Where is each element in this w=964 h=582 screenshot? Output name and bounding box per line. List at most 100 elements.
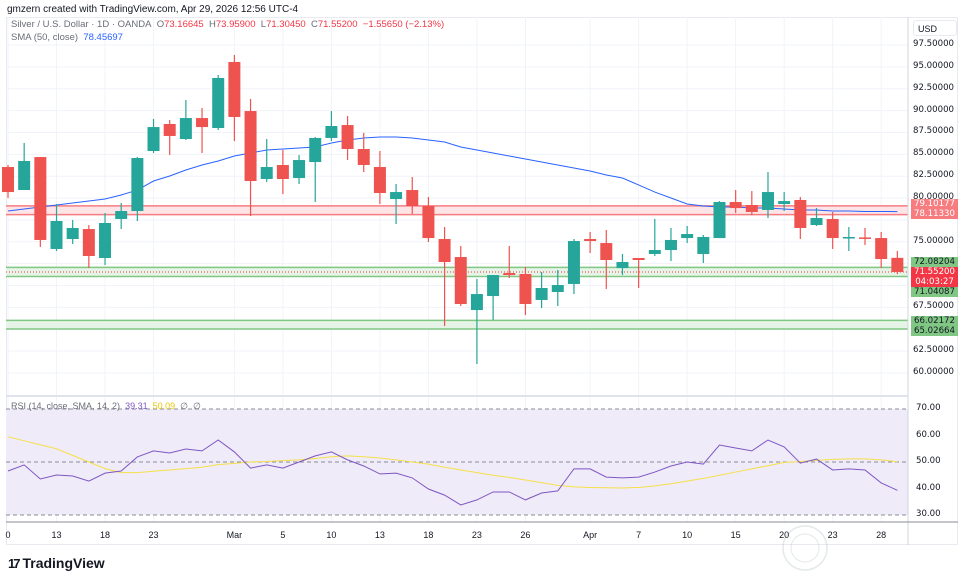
time-tick-label: 20 [779, 530, 790, 540]
candle-up [713, 202, 726, 239]
candle-down [357, 149, 370, 166]
candle-up [18, 160, 31, 191]
time-tick-label: 5 [280, 530, 286, 540]
candle-down [519, 273, 532, 304]
rsi-sma-value: 50.09 [152, 401, 176, 411]
candle-up [50, 220, 63, 249]
price-tick-label: 97.50000 [913, 39, 955, 49]
candle-down [503, 273, 516, 276]
tradingview-logo-text: TradingView [22, 555, 105, 571]
tradingview-logo[interactable]: 17 TradingView [8, 555, 105, 571]
rsi-tick-label: 30.00 [916, 509, 941, 519]
candle-down [422, 206, 435, 239]
rsi-tick-label: 70.00 [916, 403, 941, 413]
sma-value: 78.45697 [83, 32, 123, 43]
time-tick-label: 13 [374, 530, 385, 540]
symbol-legend[interactable]: Silver / U.S. Dollar · 1D · OANDA O73.16… [11, 19, 444, 30]
time-tick-label: Mar [226, 530, 243, 540]
candle-down [454, 257, 467, 304]
rsi-pane [6, 408, 908, 516]
candle-up [648, 250, 661, 254]
candle-up [551, 285, 564, 293]
candle-up [293, 160, 306, 179]
time-tick-label: Apr [583, 530, 598, 540]
price-tick-label: 75.00000 [913, 235, 955, 246]
price-tag-green-bottom-1: 71.04087 [911, 287, 958, 297]
candle-up [66, 227, 79, 240]
rsi-tick-label: 40.00 [916, 482, 941, 493]
currency-selector[interactable]: USD [913, 20, 957, 36]
rsi-tick-label: 60.00 [916, 429, 941, 440]
rsi-value: 39.31 [125, 401, 148, 411]
sma-legend[interactable]: SMA (50, close) 78.45697 [11, 32, 123, 43]
time-tick-label: 10 [326, 530, 337, 540]
candle-up [470, 294, 483, 311]
candle-down [859, 237, 872, 239]
time-tick-label: 23 [827, 530, 838, 540]
close-label: C [310, 19, 318, 30]
chart-credit: gmzern created with TradingView.com, Apr… [7, 4, 299, 15]
open-label: O [156, 19, 165, 30]
candle-up [309, 137, 322, 163]
price-tick-label: 95.00000 [913, 60, 955, 71]
price-tag-red-band-bottom: 78.11330 [911, 209, 958, 219]
candle-up [810, 218, 823, 226]
sma-label: SMA (50, close) [11, 32, 79, 43]
candle-up [664, 239, 677, 251]
candle-up [260, 167, 273, 180]
price-tick-label: 67.50000 [913, 301, 955, 312]
price-tick-label: 90.00000 [913, 104, 955, 115]
candle-up [147, 127, 160, 152]
candle-down [875, 238, 888, 260]
rsi-label: RSI (14, close, SMA, 14, 2) [11, 401, 121, 411]
candle-up [842, 236, 855, 239]
candle-down [34, 157, 47, 240]
candle-down [163, 123, 176, 136]
candle-up [697, 236, 710, 254]
change-value: −1.55650 (−2.13%) [362, 19, 445, 30]
current-price-tag: 71.55200 [911, 267, 958, 277]
rsi-tick-label: 50.00 [916, 456, 941, 466]
rsi-sma-line [7, 436, 898, 489]
time-tick-label: 28 [876, 530, 887, 540]
rsi-line [7, 439, 898, 506]
candle-down [2, 167, 14, 193]
tradingview-logo-mark: 17 [8, 555, 21, 571]
price-tick-label: 80.00000 [913, 192, 955, 203]
candle-down [228, 61, 241, 117]
price-tag-green-bottom-2: 65.02664 [911, 326, 958, 336]
candle-up [567, 241, 580, 284]
candle-up [99, 223, 112, 258]
price-tag-green-top-2: 66.02172 [911, 316, 958, 326]
price-tick-label: 62.50000 [913, 345, 955, 356]
time-tick-label: 15 [730, 530, 741, 540]
candle-up [487, 275, 500, 297]
zone-resistance [6, 205, 908, 215]
low-value: 71.30450 [266, 19, 306, 30]
price-tag-green-top-1: 72.08204 [911, 257, 958, 267]
candle-up [131, 158, 144, 212]
time-tick-label: 7 [636, 530, 642, 540]
zone-support [6, 320, 908, 330]
candle-down [745, 204, 758, 212]
candle-down [196, 118, 209, 128]
time-tick-label: 23 [471, 530, 482, 540]
candle-down [244, 111, 257, 182]
rsi-extra-1: ∅ [180, 401, 188, 411]
price-tick-label: 60.00000 [913, 367, 955, 377]
candle-up [212, 77, 225, 129]
time-tick-label: 18 [423, 530, 434, 540]
candle-down [729, 202, 742, 209]
watermark-logo [782, 525, 828, 571]
candle-down [276, 165, 289, 180]
low-label: L [260, 19, 267, 30]
rsi-legend[interactable]: RSI (14, close, SMA, 14, 2) 39.31 50.09 … [11, 401, 201, 412]
candle-up [179, 118, 192, 140]
time-tick-label: 23 [148, 530, 159, 540]
time-tick-label: 10 [682, 530, 693, 540]
candle-down [584, 239, 597, 242]
candle-down [82, 229, 95, 256]
time-tick-label: 0 [5, 530, 11, 540]
candle-up [778, 201, 791, 205]
